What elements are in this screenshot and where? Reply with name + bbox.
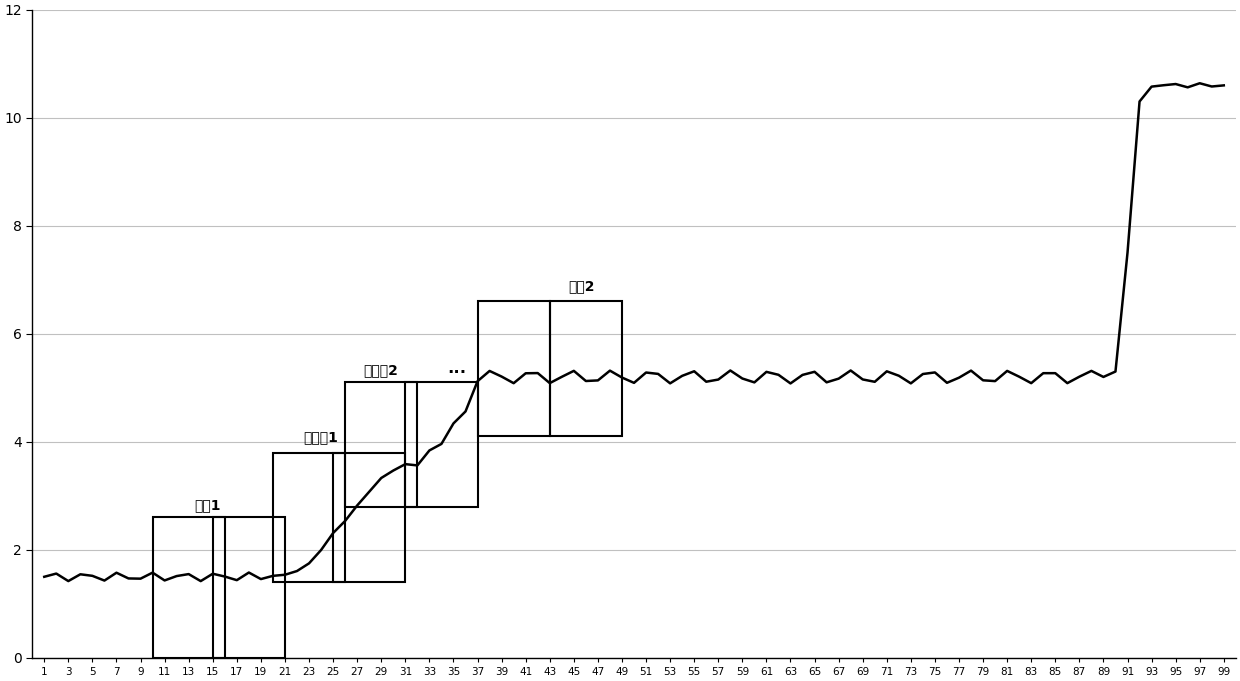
Bar — [405, 382, 477, 507]
Bar — [273, 453, 345, 582]
Bar — [477, 301, 549, 437]
Bar — [153, 518, 224, 658]
Text: 变化慌2: 变化慌2 — [363, 363, 398, 377]
Bar — [549, 301, 622, 437]
Bar — [334, 453, 405, 582]
Text: 稳慌1: 稳慌1 — [195, 498, 221, 512]
Bar — [213, 518, 285, 658]
Bar — [345, 382, 418, 507]
Text: ...: ... — [448, 359, 466, 377]
Text: 变化慌1: 变化慌1 — [303, 430, 337, 445]
Text: 稳慌2: 稳慌2 — [568, 279, 594, 294]
